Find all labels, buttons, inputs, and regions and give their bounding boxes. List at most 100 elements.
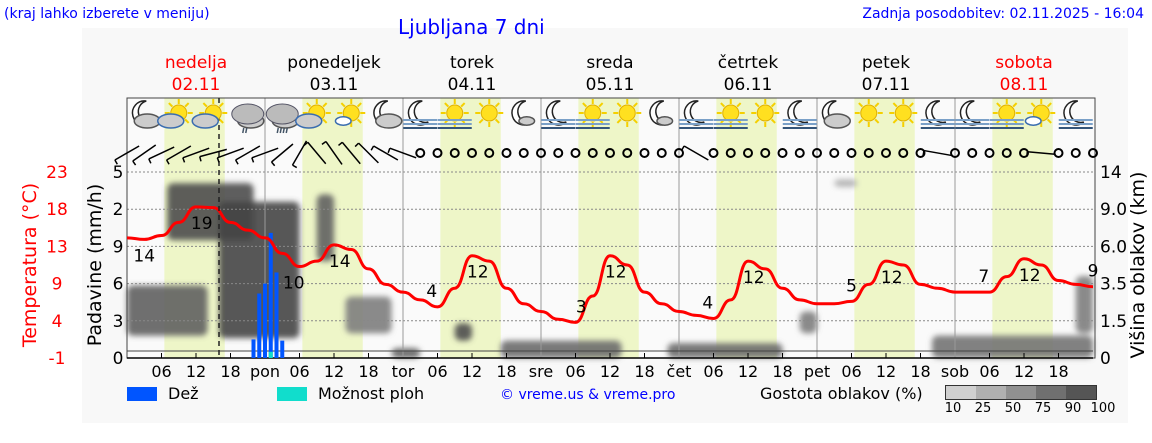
temperature-label: 14 xyxy=(329,252,351,272)
calm-wind-icon xyxy=(846,148,857,158)
calm-wind-icon xyxy=(1053,148,1064,158)
sun-icon xyxy=(889,99,918,127)
day-name: torek xyxy=(450,53,494,73)
hour-tick: 12 xyxy=(462,362,482,381)
wind-barb-icon xyxy=(370,145,399,161)
day-date: 05.11 xyxy=(586,75,635,95)
moon-fog-icon xyxy=(782,100,817,129)
rain-bar xyxy=(274,272,279,358)
day-name: četrtek xyxy=(718,53,779,73)
precipitation-tick: 0 xyxy=(113,349,124,369)
calm-wind-icon xyxy=(863,148,874,158)
sun-fog-icon xyxy=(437,99,472,129)
temperature-tick: 18 xyxy=(46,200,68,220)
cloud-height-tick: 9.0 xyxy=(1100,200,1127,220)
temperature-label: 12 xyxy=(881,268,903,288)
sun-icon xyxy=(751,99,780,127)
calm-wind-icon xyxy=(536,148,546,158)
moon-fog-icon xyxy=(541,100,576,129)
moon-small-cloud-icon xyxy=(511,100,536,126)
cloud-density-swatch xyxy=(1066,386,1096,399)
cloud-density-scale-label: 10 xyxy=(944,401,962,416)
calm-wind-icon xyxy=(1088,148,1098,158)
temperature-label: 12 xyxy=(743,268,765,288)
sun-icon xyxy=(613,99,642,127)
temperature-label: 5 xyxy=(846,276,857,296)
moon-fog-icon xyxy=(1058,100,1093,129)
cloud-blob xyxy=(316,194,334,262)
wind-barb-icon xyxy=(132,144,157,166)
calm-wind-icon xyxy=(639,148,650,158)
calm-wind-icon xyxy=(432,148,443,158)
cloud-height-tick: 1.5 xyxy=(1100,312,1127,332)
location-hint[interactable]: (kraj lahko izberete v meniju) xyxy=(4,6,210,22)
day-name: ponedeljek xyxy=(287,53,381,73)
temperature-label: 12 xyxy=(605,263,627,283)
calm-wind-icon xyxy=(812,148,822,158)
hour-tick: 18 xyxy=(220,362,240,381)
temperature-label: 9 xyxy=(1088,262,1099,282)
hour-tick: 12 xyxy=(876,362,896,381)
hour-tick: 06 xyxy=(703,362,723,381)
temperature-label: 10 xyxy=(283,274,305,294)
cloud-height-tick: 6.0 xyxy=(1100,237,1127,257)
daylight-band xyxy=(854,98,915,358)
cloud-blob xyxy=(454,323,472,341)
temperature-label: 19 xyxy=(191,214,213,234)
day-short-label: čet xyxy=(667,362,692,381)
calm-wind-icon xyxy=(1001,148,1012,158)
day-date: 07.11 xyxy=(862,75,911,95)
legend-rain-label: Dež xyxy=(168,384,199,403)
temperature-tick: 4 xyxy=(52,312,63,332)
hour-tick: 12 xyxy=(324,362,344,381)
wind-barb-icon xyxy=(148,146,175,164)
cloud-blob xyxy=(1075,276,1093,334)
sun-cloud-icon xyxy=(295,99,331,129)
calm-wind-icon xyxy=(1070,148,1081,158)
cloud-blob xyxy=(127,285,208,336)
moon-cloud-icon xyxy=(821,100,851,129)
calm-wind-icon xyxy=(622,148,633,158)
calm-wind-icon xyxy=(449,148,460,158)
day-short-label: sob xyxy=(941,362,969,381)
day-short-label: pon xyxy=(250,362,280,381)
precipitation-tick: 6 xyxy=(113,275,124,295)
calm-wind-icon xyxy=(794,148,805,158)
calm-wind-icon xyxy=(898,148,909,158)
calm-wind-icon xyxy=(777,148,788,158)
day-short-label: pet xyxy=(804,362,830,381)
rain-bar xyxy=(268,232,273,358)
cloud-height-tick: 14 xyxy=(1100,163,1122,183)
hour-tick: 12 xyxy=(738,362,758,381)
day-name: sreda xyxy=(586,53,633,73)
cloud-density-scale-label: 25 xyxy=(974,401,992,416)
temperature-line xyxy=(126,205,1094,324)
cloud-density-scale-label: 75 xyxy=(1034,401,1052,416)
hour-tick: 18 xyxy=(634,362,654,381)
cloud-density-scale-labels: 10 25 50 75 90 100 xyxy=(938,401,1118,416)
temperature-label: 12 xyxy=(1019,266,1041,286)
precipitation-tick: 9 xyxy=(113,237,124,257)
cloud-density-scale-label: 50 xyxy=(1004,401,1022,416)
temperature-label: 14 xyxy=(133,246,155,266)
daylight-band xyxy=(578,98,639,358)
rain-bar xyxy=(251,339,256,358)
wind-barb-icon xyxy=(321,140,343,165)
moon-cloud-icon xyxy=(131,100,161,129)
cloud-density-swatch xyxy=(1006,386,1036,399)
showers-bar xyxy=(268,351,273,358)
precipitation-tick: 3 xyxy=(113,312,124,332)
temperature-tick: -1 xyxy=(49,349,66,369)
legend-showers-swatch xyxy=(277,387,307,401)
moon-cloud-icon xyxy=(373,100,403,129)
daylight-band xyxy=(992,98,1053,358)
sun-fog-icon xyxy=(989,99,1024,129)
hour-tick: 06 xyxy=(841,362,861,381)
cloud-blob xyxy=(345,296,392,334)
cloud-blob xyxy=(500,340,622,358)
copyright-link[interactable]: © vreme.us & vreme.pro xyxy=(500,387,676,403)
wind-barb-icon xyxy=(354,142,379,164)
wind-barb-icon xyxy=(338,141,361,165)
day-date: 03.11 xyxy=(310,75,359,95)
